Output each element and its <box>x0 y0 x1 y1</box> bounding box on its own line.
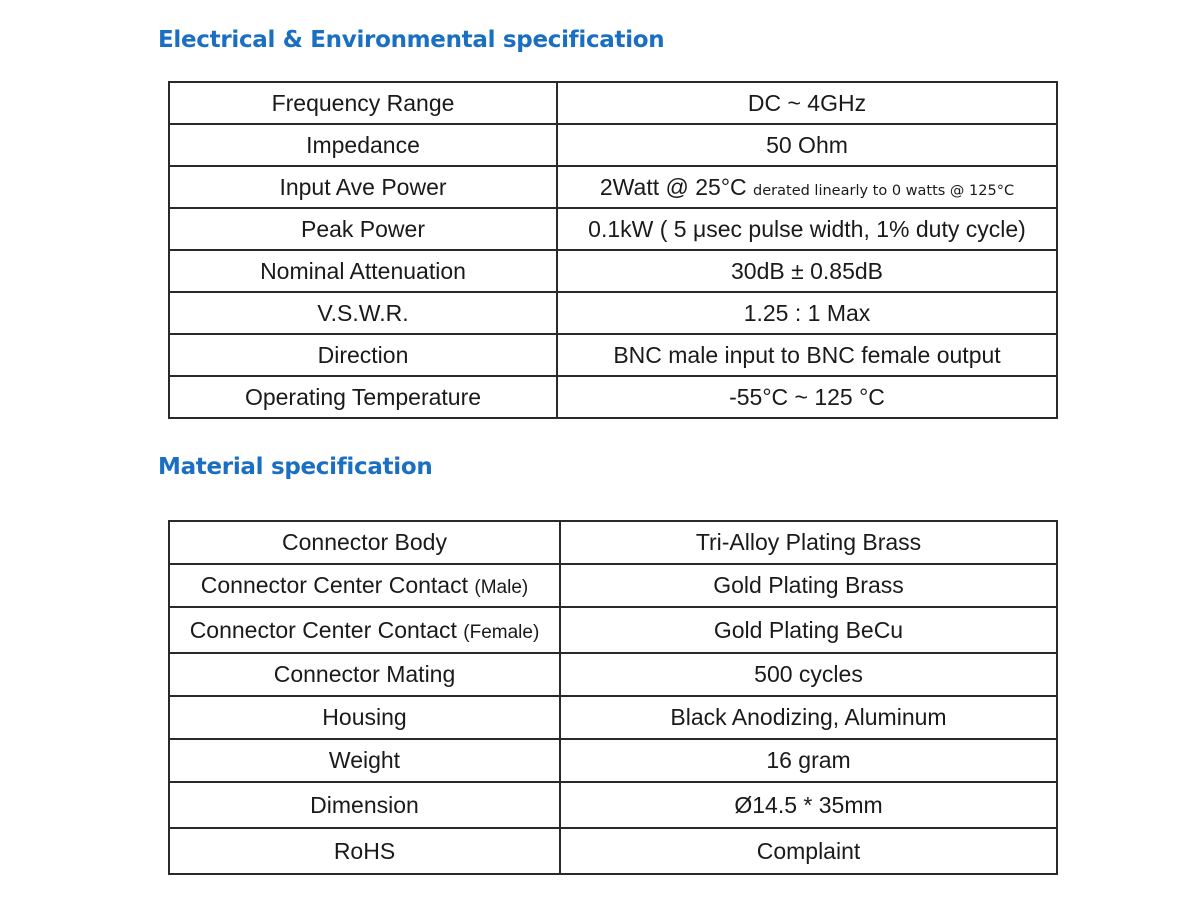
table-row: Connector Center Contact (Male) Gold Pla… <box>168 563 1058 608</box>
spec-label-cell: Connector Center Contact (Male) <box>168 563 561 608</box>
table-row: Impedance 50 Ohm <box>168 123 1058 167</box>
spec-value: Complaint <box>559 827 1058 875</box>
spec-label: Connector Mating <box>168 652 561 697</box>
table-row: Dimension Ø14.5 * 35mm <box>168 781 1058 829</box>
spec-value: 16 gram <box>559 738 1058 783</box>
spec-value-note: derated linearly to 0 watts @ 125°C <box>753 182 1015 199</box>
spec-value: Ø14.5 * 35mm <box>559 781 1058 829</box>
spec-value: 30dB ± 0.85dB <box>556 249 1058 293</box>
electrical-spec-table: Frequency Range DC ~ 4GHz Impedance 50 O… <box>168 81 1058 419</box>
spec-value: Black Anodizing, Aluminum <box>559 695 1058 740</box>
spec-label: Connector Body <box>168 520 561 565</box>
table-row: Connector Mating 500 cycles <box>168 652 1058 697</box>
spec-label: Peak Power <box>168 207 558 251</box>
spec-label: Connector Center Contact <box>200 572 468 598</box>
spec-label: Dimension <box>168 781 561 829</box>
spec-label: Input Ave Power <box>168 165 558 209</box>
spec-label: Operating Temperature <box>168 375 558 419</box>
spec-value: 500 cycles <box>559 652 1058 697</box>
spec-value: 50 Ohm <box>556 123 1058 167</box>
table-row: Peak Power 0.1kW ( 5 μsec pulse width, 1… <box>168 207 1058 251</box>
spec-value: Gold Plating BeCu <box>559 606 1058 654</box>
table-row: Input Ave Power 2Watt @ 25°C derated lin… <box>168 165 1058 209</box>
spec-label-suffix: (Male) <box>474 577 529 598</box>
spec-value: 0.1kW ( 5 μsec pulse width, 1% duty cycl… <box>556 207 1058 251</box>
spec-label: Impedance <box>168 123 558 167</box>
spec-value: -55°C ~ 125 °C <box>556 375 1058 419</box>
table-row: V.S.W.R. 1.25 : 1 Max <box>168 291 1058 335</box>
spec-label: Connector Center Contact <box>189 616 457 643</box>
spec-value: Tri-Alloy Plating Brass <box>559 520 1058 565</box>
spec-value: Gold Plating Brass <box>559 563 1058 608</box>
spec-label: Frequency Range <box>168 81 558 125</box>
table-row: Direction BNC male input to BNC female o… <box>168 333 1058 377</box>
spec-label: Weight <box>168 738 561 783</box>
table-row: Weight 16 gram <box>168 738 1058 783</box>
spec-label: RoHS <box>168 827 561 875</box>
table-row: Frequency Range DC ~ 4GHz <box>168 81 1058 125</box>
electrical-section-title: Electrical & Environmental specification <box>158 27 665 53</box>
spec-value: 2Watt @ 25°C <box>599 173 747 200</box>
material-spec-table: Connector Body Tri-Alloy Plating Brass C… <box>168 520 1058 875</box>
table-row: RoHS Complaint <box>168 827 1058 875</box>
spec-label-cell: Connector Center Contact (Female) <box>168 606 561 654</box>
table-row: Connector Body Tri-Alloy Plating Brass <box>168 520 1058 565</box>
table-row: Housing Black Anodizing, Aluminum <box>168 695 1058 740</box>
spec-label: Housing <box>168 695 561 740</box>
spec-label: Nominal Attenuation <box>168 249 558 293</box>
spec-label: Direction <box>168 333 558 377</box>
table-row: Nominal Attenuation 30dB ± 0.85dB <box>168 249 1058 293</box>
spec-value: 1.25 : 1 Max <box>556 291 1058 335</box>
spec-label-suffix: (Female) <box>463 621 540 643</box>
table-row: Operating Temperature -55°C ~ 125 °C <box>168 375 1058 419</box>
spec-value: DC ~ 4GHz <box>556 81 1058 125</box>
spec-value: BNC male input to BNC female output <box>556 333 1058 377</box>
material-section-title: Material specification <box>158 454 433 480</box>
spec-label: V.S.W.R. <box>168 291 558 335</box>
table-row: Connector Center Contact (Female) Gold P… <box>168 606 1058 654</box>
spec-value-cell: 2Watt @ 25°C derated linearly to 0 watts… <box>556 165 1058 209</box>
